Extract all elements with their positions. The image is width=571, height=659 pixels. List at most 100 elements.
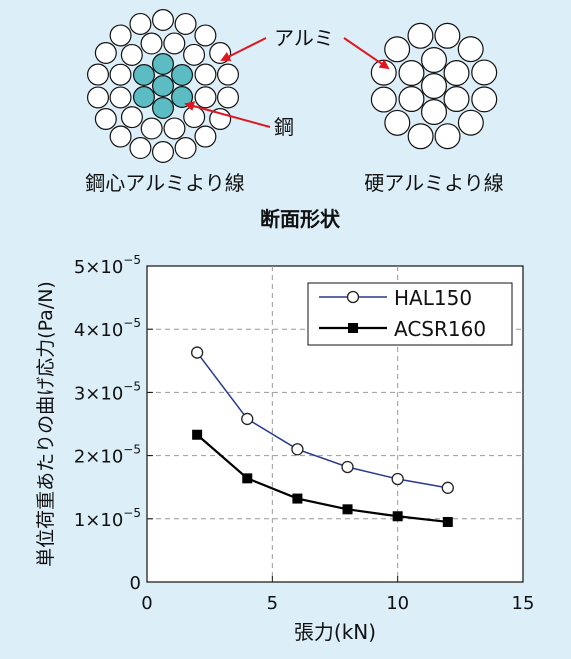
acsr-aluminum-wire bbox=[120, 43, 143, 66]
hal-aluminum-wire bbox=[434, 22, 461, 49]
acsr-aluminum-wire bbox=[140, 117, 163, 140]
hal-aluminum-wire bbox=[457, 36, 484, 63]
steel-wire bbox=[152, 96, 175, 119]
acsr-aluminum-wire bbox=[94, 107, 117, 130]
section-title: 断面形状 bbox=[260, 207, 341, 231]
acsr-aluminum-wire bbox=[163, 32, 186, 55]
acsr-aluminum-wire bbox=[209, 41, 232, 64]
hal-aluminum-wire bbox=[421, 98, 448, 125]
acsr-aluminum-wire bbox=[109, 86, 132, 109]
x-axis-title: 張力(kN) bbox=[294, 620, 376, 644]
hal-aluminum-wire bbox=[407, 123, 434, 150]
y-tick-label: 2×10−5 bbox=[74, 443, 141, 468]
acsr-aluminum-wire bbox=[109, 63, 132, 86]
acsr-aluminum-wire bbox=[183, 43, 206, 66]
hal-aluminum-wire bbox=[384, 109, 411, 136]
acsr-aluminum-wire bbox=[194, 63, 217, 86]
hal-aluminum-wire bbox=[370, 86, 397, 113]
acsr-aluminum-wire bbox=[120, 106, 143, 129]
acsr-aluminum-wire bbox=[129, 12, 152, 35]
hal-aluminum-wire bbox=[421, 72, 448, 99]
legend-label-hal150: HAL150 bbox=[394, 286, 472, 310]
data-point-hal150 bbox=[391, 472, 404, 486]
y-tick-label: 3×10−5 bbox=[74, 379, 141, 404]
arrow-to-steel bbox=[184, 101, 271, 128]
steel-wire bbox=[152, 52, 175, 75]
x-tick-label: 10 bbox=[386, 593, 409, 614]
series-layer bbox=[190, 346, 454, 527]
x-tick-label: 5 bbox=[267, 593, 278, 614]
data-point-hal150 bbox=[241, 412, 254, 426]
legend-box bbox=[307, 282, 513, 346]
data-point-hal150 bbox=[441, 481, 454, 494]
grid-lines bbox=[147, 266, 523, 582]
data-point-acsr160 bbox=[292, 493, 303, 504]
acsr-aluminum-wire bbox=[194, 24, 217, 47]
legend-marker-acsr160 bbox=[348, 323, 358, 333]
acsr-aluminum-wire bbox=[217, 63, 240, 86]
hal-aluminum-wire bbox=[398, 59, 425, 86]
steel-wire bbox=[171, 63, 194, 86]
steel-label: 鋼 bbox=[274, 115, 294, 139]
acsr-aluminum-wire bbox=[152, 9, 175, 31]
hal-aluminum-wire bbox=[434, 123, 461, 150]
hal-caption: 硬アルミより線 bbox=[364, 171, 503, 195]
acsr-aluminum-wire bbox=[163, 117, 186, 140]
acsr-aluminum-wire bbox=[140, 32, 163, 55]
acsr-cross-section bbox=[86, 9, 240, 164]
y-tick-label: 1×10−5 bbox=[74, 506, 141, 531]
y-tick-label: 0 bbox=[130, 573, 141, 594]
acsr-aluminum-wire bbox=[217, 86, 240, 109]
arrow-to-hal-aluminum bbox=[343, 37, 390, 70]
acsr-aluminum-wire bbox=[86, 86, 109, 109]
acsr-aluminum-wire bbox=[94, 41, 117, 64]
y-axis: 0 1×10−5 2×10−5 3×10−5 4×10−5 5×10−5 bbox=[74, 253, 153, 594]
acsr-aluminum-wire bbox=[152, 141, 175, 164]
arrow-to-acsr-aluminum bbox=[220, 37, 267, 61]
data-point-acsr160 bbox=[442, 516, 453, 527]
arrows bbox=[184, 37, 390, 128]
steel-wire bbox=[132, 85, 155, 108]
hal-aluminum-wire bbox=[398, 85, 425, 112]
y-tick-label: 5×10−5 bbox=[74, 253, 141, 278]
hal-aluminum-wire bbox=[443, 59, 470, 86]
data-point-hal150 bbox=[341, 460, 354, 474]
acsr-caption: 鋼心アルミより線 bbox=[85, 171, 244, 195]
hal-aluminum-wire bbox=[471, 86, 498, 113]
legend-label-acsr160: ACSR160 bbox=[394, 317, 486, 341]
data-point-acsr160 bbox=[242, 473, 253, 484]
acsr-aluminum-wire bbox=[183, 106, 206, 129]
acsr-aluminum-wire bbox=[194, 86, 217, 109]
x-tick-label: 0 bbox=[141, 593, 152, 614]
hal-aluminum-wire bbox=[421, 46, 448, 73]
hal-aluminum-wire bbox=[457, 109, 484, 136]
acsr-aluminum-wire bbox=[129, 137, 152, 160]
data-point-acsr160 bbox=[192, 429, 203, 440]
acsr-aluminum-wire bbox=[86, 63, 109, 86]
series-line-acsr160 bbox=[196, 433, 448, 524]
acsr-aluminum-wire bbox=[109, 24, 132, 47]
steel-wire bbox=[132, 63, 155, 86]
aluminum-label: アルミ bbox=[274, 26, 334, 50]
data-point-acsr160 bbox=[342, 504, 353, 515]
hal-aluminum-wire bbox=[443, 85, 470, 112]
acsr-aluminum-wire bbox=[194, 125, 217, 148]
acsr-aluminum-wire bbox=[174, 12, 197, 35]
hal-aluminum-wire bbox=[407, 22, 434, 49]
hal-aluminum-wire bbox=[471, 59, 498, 86]
legend: HAL150 ACSR160 bbox=[307, 282, 513, 346]
data-point-hal150 bbox=[291, 443, 304, 456]
x-tick-label: 15 bbox=[512, 593, 535, 614]
hal-aluminum-wire bbox=[384, 36, 411, 63]
series-line-hal150 bbox=[196, 352, 448, 489]
x-axis: 0 5 10 15 bbox=[141, 576, 534, 614]
acsr-aluminum-wire bbox=[174, 137, 197, 160]
y-axis-title: 単位荷重あたりの曲げ応力(Pa/N) bbox=[35, 281, 57, 567]
data-point-hal150 bbox=[190, 346, 204, 359]
steel-wire bbox=[152, 74, 175, 97]
y-tick-label: 4×10−5 bbox=[74, 316, 141, 341]
legend-marker-hal150 bbox=[346, 290, 360, 304]
acsr-aluminum-wire bbox=[109, 125, 132, 148]
data-point-acsr160 bbox=[392, 511, 403, 522]
